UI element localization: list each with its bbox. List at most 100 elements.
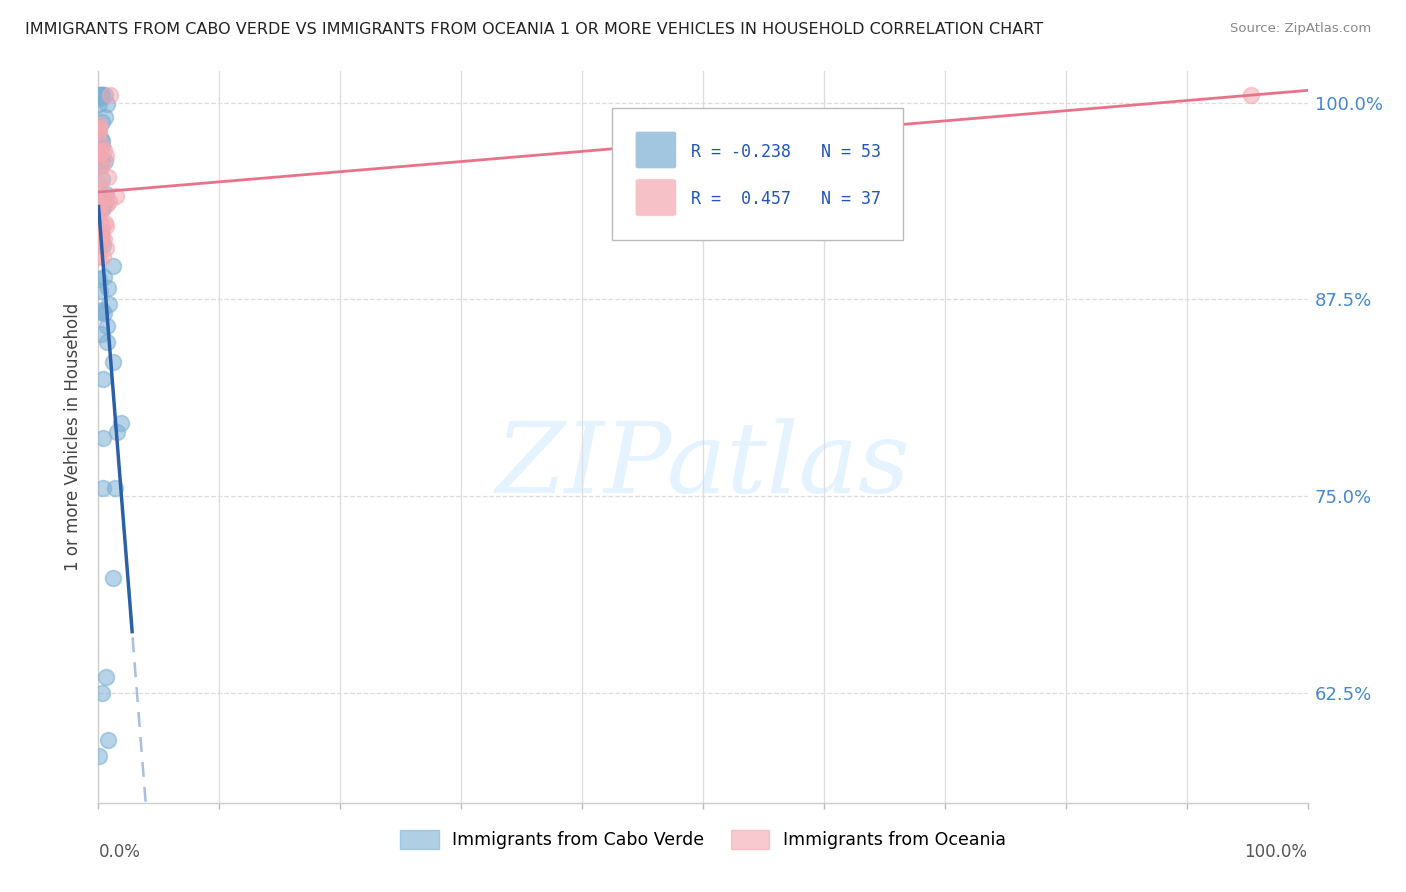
Point xyxy=(98,87,121,102)
Point xyxy=(110,416,132,430)
Point xyxy=(87,182,110,196)
Point xyxy=(105,425,128,439)
Text: ZIPatlas: ZIPatlas xyxy=(496,418,910,514)
Point xyxy=(94,219,117,234)
Point xyxy=(89,207,111,221)
Point xyxy=(90,153,112,168)
Point xyxy=(89,284,111,298)
Point xyxy=(90,229,112,244)
Point xyxy=(98,297,121,311)
Point xyxy=(90,224,112,238)
Y-axis label: 1 or more Vehicles in Household: 1 or more Vehicles in Household xyxy=(65,303,83,571)
Point xyxy=(93,269,115,284)
Point xyxy=(93,306,115,320)
Point xyxy=(96,96,118,111)
Point xyxy=(105,189,128,203)
Text: Source: ZipAtlas.com: Source: ZipAtlas.com xyxy=(1230,22,1371,36)
Point xyxy=(91,250,114,264)
Point xyxy=(91,372,114,386)
Point xyxy=(90,229,112,244)
Point xyxy=(91,87,114,102)
Point xyxy=(91,160,114,174)
Point xyxy=(87,124,110,138)
Legend: Immigrants from Cabo Verde, Immigrants from Oceania: Immigrants from Cabo Verde, Immigrants f… xyxy=(394,823,1012,856)
Point xyxy=(94,196,117,211)
Point xyxy=(89,91,111,105)
Point xyxy=(90,326,112,341)
FancyBboxPatch shape xyxy=(636,179,676,216)
Point xyxy=(96,241,118,255)
Point xyxy=(96,197,118,211)
Point xyxy=(96,149,118,163)
Point xyxy=(89,87,111,102)
Point xyxy=(97,194,120,209)
Point xyxy=(89,87,111,102)
Point xyxy=(90,87,112,102)
Text: 100.0%: 100.0% xyxy=(1244,843,1308,861)
Point xyxy=(97,169,120,184)
Point xyxy=(89,305,111,319)
Point xyxy=(87,748,110,763)
Point xyxy=(91,219,114,233)
Point xyxy=(1240,87,1263,102)
Point xyxy=(87,121,110,136)
Point xyxy=(94,191,117,205)
Point xyxy=(101,571,124,585)
Point xyxy=(101,259,124,273)
Point xyxy=(91,115,114,129)
Point xyxy=(91,233,114,247)
Point xyxy=(87,234,110,248)
Point xyxy=(90,87,112,102)
Point xyxy=(93,144,115,158)
Point xyxy=(89,231,111,245)
Point xyxy=(89,122,111,136)
Point xyxy=(87,142,110,156)
Point xyxy=(94,110,117,124)
Point xyxy=(87,145,110,159)
Point xyxy=(96,334,118,349)
Point xyxy=(89,199,111,213)
Text: IMMIGRANTS FROM CABO VERDE VS IMMIGRANTS FROM OCEANIA 1 OR MORE VEHICLES IN HOUS: IMMIGRANTS FROM CABO VERDE VS IMMIGRANTS… xyxy=(25,22,1043,37)
Point xyxy=(87,177,110,191)
Point xyxy=(94,187,117,202)
Point xyxy=(91,200,114,214)
Point xyxy=(90,686,112,700)
Point xyxy=(89,161,111,175)
Point xyxy=(89,97,111,112)
Point xyxy=(89,118,111,132)
Point xyxy=(96,319,118,334)
Point xyxy=(101,355,124,369)
Point xyxy=(93,216,115,230)
Point xyxy=(90,303,112,318)
Point xyxy=(91,201,114,215)
Point xyxy=(104,481,127,495)
Point xyxy=(91,431,114,445)
Point xyxy=(90,235,112,249)
Point xyxy=(89,197,111,211)
Point xyxy=(91,171,114,186)
Text: R = -0.238   N = 53: R = -0.238 N = 53 xyxy=(690,143,882,161)
Point xyxy=(89,154,111,169)
Point xyxy=(91,138,114,153)
FancyBboxPatch shape xyxy=(613,108,903,240)
Point xyxy=(94,87,117,102)
FancyBboxPatch shape xyxy=(636,131,676,169)
Point xyxy=(93,231,115,245)
Point xyxy=(87,228,110,243)
Point xyxy=(96,670,118,684)
Text: R =  0.457   N = 37: R = 0.457 N = 37 xyxy=(690,190,882,209)
Point xyxy=(87,143,110,157)
Point xyxy=(87,272,110,286)
Point xyxy=(89,145,111,160)
Point xyxy=(89,206,111,220)
Point xyxy=(97,732,120,747)
Point xyxy=(91,135,114,149)
Point xyxy=(91,237,114,252)
Point xyxy=(89,159,111,173)
Point xyxy=(97,281,120,295)
Text: 0.0%: 0.0% xyxy=(98,843,141,861)
Point xyxy=(93,154,115,169)
Point xyxy=(91,481,114,495)
Point xyxy=(90,137,112,152)
Point xyxy=(90,132,112,146)
